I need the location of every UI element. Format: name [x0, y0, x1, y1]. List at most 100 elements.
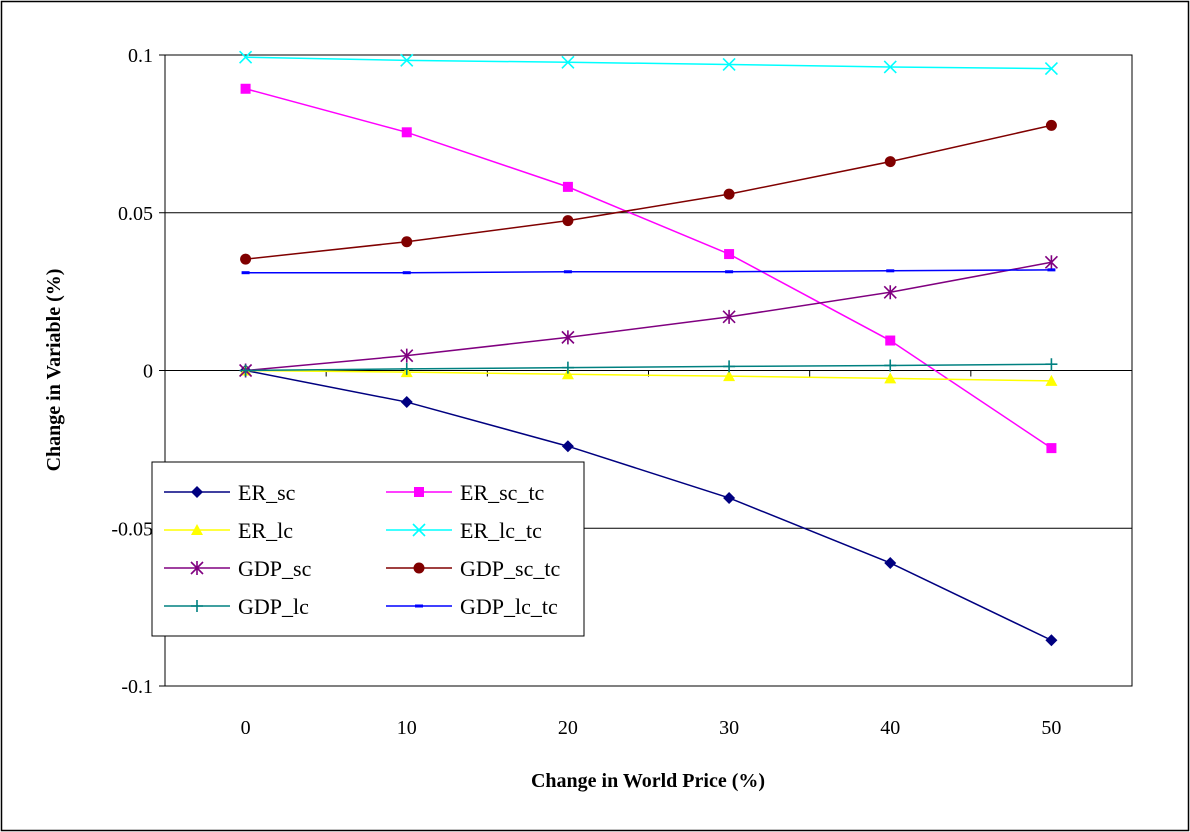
y-tick-label: -0.1	[121, 676, 153, 698]
series-line-ER_lc_tc	[245, 56, 1052, 70]
data-point-ER_sc_tc	[240, 83, 251, 94]
data-point-ER_lc_tc	[400, 53, 414, 67]
legend-item: ER_lc_tc	[386, 518, 542, 543]
series-group	[239, 50, 1058, 647]
series-ER_sc_tc	[240, 83, 1057, 454]
data-point-GDP_sc_tc	[723, 188, 735, 200]
legend-label: ER_sc	[238, 480, 296, 505]
series-line-ER_sc	[245, 369, 1052, 641]
series-line-GDP_lc_tc	[245, 269, 1052, 274]
data-point-GDP_sc	[883, 285, 897, 300]
legend-label: GDP_lc	[238, 594, 309, 619]
x-tick-label: 0	[241, 717, 251, 739]
data-point-ER_sc_tc	[724, 249, 735, 260]
series-GDP_lc_tc	[241, 268, 1056, 275]
data-point-GDP_lc_tc	[241, 271, 250, 275]
data-point-GDP_lc	[723, 360, 736, 373]
x-tick-label: 30	[719, 717, 739, 739]
data-point-GDP_lc_tc	[402, 271, 411, 275]
series-GDP_lc	[239, 358, 1058, 377]
data-point-ER_lc	[561, 368, 574, 380]
legend-label: GDP_lc_tc	[460, 594, 558, 619]
legend-item: ER_sc_tc	[386, 480, 545, 505]
axes: -0.1 -0.05 0 0.05 0.1 0 10 20 30 40 50	[111, 45, 1133, 739]
legend-marker	[191, 600, 203, 612]
y-axis-title: Change in Variable (%)	[43, 269, 65, 472]
data-point-GDP_sc_tc	[401, 236, 413, 248]
data-point-GDP_lc	[1045, 358, 1058, 371]
data-point-GDP_sc	[1044, 255, 1058, 270]
legend: ER_sc ER_sc_tc ER_lc ER_lc_tc GDP_sc GDP_sc_t…	[151, 461, 585, 637]
legend-label: ER_lc_tc	[460, 518, 542, 543]
legend-item: GDP_sc	[164, 556, 312, 581]
legend-marker	[413, 562, 425, 574]
series-line-GDP_sc_tc	[245, 124, 1052, 260]
legend-label: ER_sc_tc	[460, 480, 545, 505]
series-line-GDP_lc	[245, 363, 1052, 372]
data-point-GDP_lc	[400, 362, 413, 375]
x-tick-label: 10	[397, 717, 417, 739]
data-point-GDP_lc_tc	[725, 270, 734, 274]
series-line-GDP_sc	[245, 261, 1052, 372]
data-point-GDP_sc_tc	[884, 156, 896, 168]
data-point-ER_lc	[884, 372, 897, 384]
data-point-ER_lc_tc	[239, 50, 253, 64]
legend-marker	[190, 561, 204, 575]
data-point-ER_sc	[561, 440, 574, 453]
legend-label: GDP_sc	[238, 556, 312, 581]
series-line-ER_lc	[245, 369, 1052, 382]
data-point-ER_sc_tc	[562, 181, 573, 192]
data-point-ER_sc	[884, 556, 897, 569]
data-point-ER_sc_tc	[885, 335, 896, 346]
x-tick-label: 20	[558, 717, 578, 739]
data-point-ER_lc_tc	[561, 55, 575, 69]
legend-marker	[412, 523, 426, 537]
data-point-GDP_lc_tc	[1047, 268, 1056, 272]
legend-marker	[191, 486, 203, 498]
y-tick-label: 0	[143, 361, 153, 383]
legend-item: GDP_lc	[164, 594, 309, 619]
legend-item: ER_lc	[164, 518, 293, 543]
data-point-GDP_sc_tc	[240, 253, 252, 265]
data-point-GDP_sc_tc	[562, 215, 574, 227]
data-point-GDP_sc	[722, 309, 736, 324]
y-tick-label: 0.05	[118, 203, 153, 225]
legend-box	[151, 461, 585, 637]
data-point-ER_lc	[1045, 374, 1058, 386]
legend-marker	[191, 524, 203, 535]
data-point-ER_lc_tc	[883, 60, 897, 74]
data-point-ER_sc_tc	[1046, 443, 1057, 454]
y-tick-label: 0.1	[128, 45, 153, 67]
data-point-GDP_lc	[884, 359, 897, 372]
data-point-ER_sc	[1045, 634, 1058, 647]
legend-item: GDP_lc_tc	[386, 594, 558, 619]
data-point-ER_sc	[723, 491, 736, 504]
legend-label: GDP_sc_tc	[460, 556, 560, 581]
series-line-ER_sc_tc	[245, 88, 1052, 449]
legend-marker	[414, 487, 424, 497]
data-point-GDP_sc	[561, 330, 575, 345]
data-point-ER_lc_tc	[722, 57, 736, 72]
legend-marker	[415, 604, 423, 608]
legend-item: ER_sc	[164, 480, 296, 505]
x-axis-title: Change in World Price (%)	[531, 770, 765, 792]
data-point-ER_lc_tc	[1044, 62, 1058, 76]
y-tick-label: -0.05	[111, 518, 153, 540]
series-ER_sc	[239, 364, 1058, 647]
data-point-ER_lc	[723, 370, 736, 382]
data-point-GDP_sc_tc	[1045, 119, 1057, 131]
data-point-ER_sc_tc	[401, 127, 412, 138]
legend-label: ER_lc	[238, 518, 293, 543]
x-tick-label: 40	[880, 717, 900, 739]
series-ER_lc_tc	[239, 50, 1058, 76]
data-point-GDP_lc_tc	[886, 269, 895, 273]
data-point-GDP_sc	[400, 348, 414, 363]
data-point-GDP_lc_tc	[563, 270, 572, 274]
series-GDP_sc_tc	[240, 119, 1057, 265]
x-tick-label: 50	[1041, 717, 1061, 739]
data-point-GDP_lc	[239, 364, 252, 377]
legend-item: GDP_sc_tc	[386, 556, 560, 581]
data-point-GDP_lc	[561, 361, 574, 374]
